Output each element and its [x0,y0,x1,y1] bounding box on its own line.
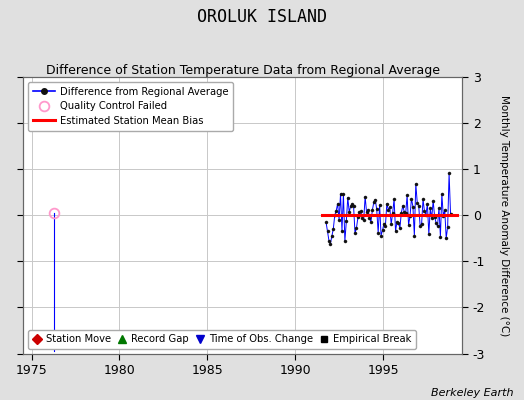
Legend: Station Move, Record Gap, Time of Obs. Change, Empirical Break: Station Move, Record Gap, Time of Obs. C… [28,330,416,348]
Title: Difference of Station Temperature Data from Regional Average: Difference of Station Temperature Data f… [46,64,440,77]
Y-axis label: Monthly Temperature Anomaly Difference (°C): Monthly Temperature Anomaly Difference (… [499,95,509,336]
Text: Berkeley Earth: Berkeley Earth [431,388,514,398]
Text: OROLUK ISLAND: OROLUK ISLAND [197,8,327,26]
